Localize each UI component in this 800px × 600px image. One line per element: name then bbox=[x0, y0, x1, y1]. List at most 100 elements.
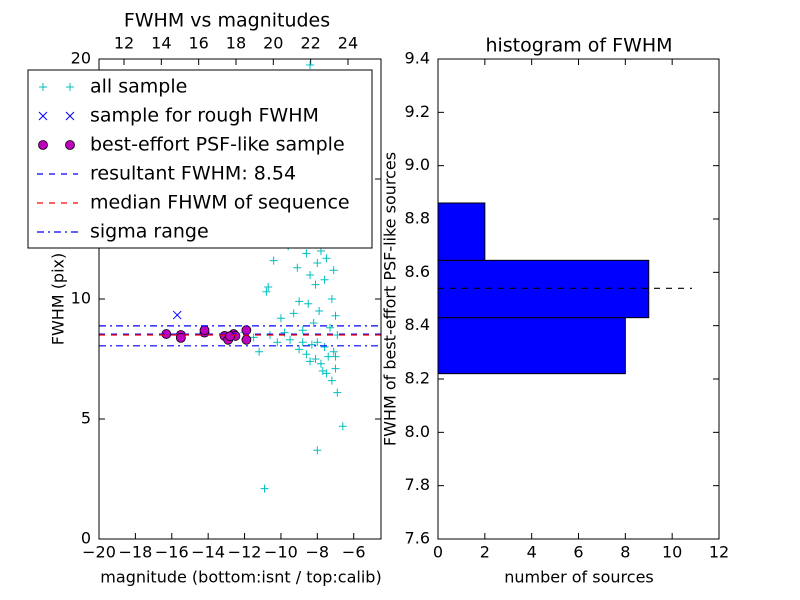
x-tick-label: 4 bbox=[527, 543, 537, 562]
y-tick-label: 8.4 bbox=[405, 315, 430, 334]
x-tick-label: 8 bbox=[620, 543, 630, 562]
y-tick-label: 8.2 bbox=[405, 369, 430, 388]
x-tick-label: −6 bbox=[342, 543, 366, 562]
legend-marker bbox=[65, 140, 75, 150]
plus-marker bbox=[329, 347, 338, 356]
legend-label: median FHWM of sequence bbox=[90, 192, 350, 214]
plus-marker bbox=[327, 376, 336, 385]
plus-marker bbox=[331, 352, 340, 361]
plus-marker bbox=[313, 338, 322, 347]
y-tick-label: 10 bbox=[71, 289, 91, 308]
plus-marker bbox=[326, 323, 335, 332]
plus-marker bbox=[298, 338, 307, 347]
plus-marker bbox=[273, 338, 282, 347]
plus-marker bbox=[293, 263, 302, 272]
legend-box bbox=[27, 69, 373, 249]
x-tick-label: −14 bbox=[191, 543, 225, 562]
y-axis-label: FWHM of best-effort PSF-like sources bbox=[381, 152, 400, 446]
plus-marker bbox=[333, 388, 342, 397]
y-tick-label: 9.4 bbox=[405, 49, 430, 68]
circle-marker bbox=[199, 325, 210, 336]
y-tick-label: 0 bbox=[81, 529, 91, 548]
legend-marker bbox=[39, 83, 47, 91]
bar bbox=[437, 202, 486, 261]
legend-marker bbox=[65, 111, 75, 121]
plus-marker bbox=[289, 309, 298, 318]
y-tick-label: 8.0 bbox=[405, 422, 430, 441]
plus-marker bbox=[306, 357, 315, 366]
plus-marker bbox=[295, 297, 304, 306]
plus-marker bbox=[320, 343, 329, 351]
plus-marker bbox=[302, 350, 311, 359]
y-tick-label: 7.8 bbox=[405, 475, 430, 494]
x-tick-label: 0 bbox=[433, 543, 443, 562]
x-marker bbox=[172, 310, 182, 320]
plus-marker bbox=[313, 259, 322, 267]
y-tick-label: 8.8 bbox=[405, 209, 430, 228]
plus-marker bbox=[306, 61, 315, 69]
legend-label: sigma range bbox=[90, 221, 209, 243]
bar bbox=[437, 259, 650, 319]
plus-marker bbox=[315, 307, 324, 315]
bar bbox=[437, 317, 626, 375]
plus-marker bbox=[331, 311, 340, 320]
x2-tick-label: 16 bbox=[188, 34, 208, 53]
x-tick-label: −10 bbox=[264, 543, 298, 562]
x2-tick-label: 24 bbox=[338, 34, 358, 53]
plus-marker bbox=[307, 340, 316, 349]
axes-frame bbox=[98, 58, 382, 540]
x-tick-label: 10 bbox=[662, 543, 682, 562]
legend-label: sample for rough FWHM bbox=[90, 105, 319, 127]
y-tick-label: 20 bbox=[71, 49, 91, 68]
legend-marker bbox=[38, 111, 48, 121]
legend-label: best-effort PSF-like sample bbox=[90, 134, 345, 156]
x-tick-label: 12 bbox=[709, 543, 729, 562]
plus-marker bbox=[295, 345, 304, 354]
plus-marker bbox=[260, 484, 269, 493]
legend-label: resultant FWHM: 8.54 bbox=[90, 163, 296, 185]
x2-tick-label: 12 bbox=[114, 34, 134, 53]
plus-marker bbox=[331, 364, 340, 373]
chart-title: histogram of FWHM bbox=[485, 35, 672, 57]
plus-marker bbox=[276, 314, 285, 323]
y-axis-label: FWHM (pix) bbox=[49, 253, 68, 346]
y-tick-label: 8.6 bbox=[405, 262, 430, 281]
y-tick-label: 9.2 bbox=[405, 102, 430, 121]
legend-marker bbox=[38, 140, 48, 150]
y-tick-label: 5 bbox=[81, 409, 91, 428]
plus-marker bbox=[311, 280, 320, 289]
x-tick-label: 6 bbox=[573, 543, 583, 562]
y-tick-label: 9.0 bbox=[405, 155, 430, 174]
x-axis-label: magnitude (bottom:isnt / top:calib) bbox=[100, 568, 381, 587]
axes-frame bbox=[437, 58, 720, 540]
plus-marker bbox=[324, 352, 333, 361]
plus-marker bbox=[286, 335, 295, 344]
chart-title: FWHM vs magnitudes bbox=[124, 10, 330, 32]
plus-marker bbox=[329, 266, 338, 275]
x-tick-label: −8 bbox=[306, 543, 330, 562]
y-tick-label: 7.6 bbox=[405, 529, 430, 548]
circle-marker bbox=[175, 332, 186, 343]
x-tick-label: −20 bbox=[82, 543, 116, 562]
x-tick-label: 2 bbox=[480, 543, 490, 562]
legend-label: all sample bbox=[90, 76, 187, 98]
x2-tick-label: 22 bbox=[300, 34, 320, 53]
plus-marker bbox=[318, 367, 327, 375]
plus-marker bbox=[306, 271, 315, 279]
plus-marker bbox=[298, 326, 307, 335]
circle-marker bbox=[225, 331, 235, 342]
x-axis-label: number of sources bbox=[504, 568, 654, 587]
plus-marker bbox=[269, 256, 278, 265]
x2-tick-label: 18 bbox=[226, 34, 246, 53]
plus-marker bbox=[309, 319, 318, 327]
x2-tick-label: 14 bbox=[151, 34, 171, 53]
plus-marker bbox=[320, 275, 329, 284]
circle-marker bbox=[241, 334, 252, 345]
plus-marker bbox=[313, 446, 322, 455]
plus-marker bbox=[327, 295, 336, 303]
x2-tick-label: 20 bbox=[263, 34, 283, 53]
plus-marker bbox=[322, 254, 331, 263]
x-tick-label: −16 bbox=[155, 543, 189, 562]
plus-marker bbox=[264, 283, 273, 291]
